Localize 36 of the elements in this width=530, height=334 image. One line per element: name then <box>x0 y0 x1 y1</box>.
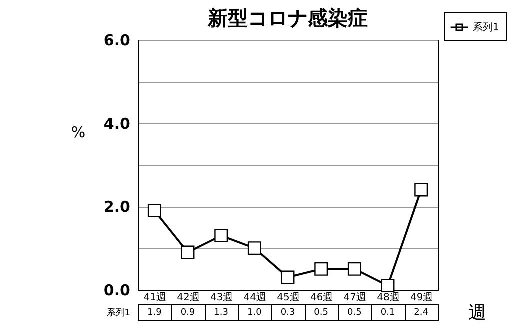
point <box>148 204 162 218</box>
x-tick-label: 43週 <box>210 292 234 304</box>
text: 0.9 <box>180 308 196 318</box>
x-tick-label: 49週 <box>410 292 434 304</box>
text: 0.5 <box>348 308 362 318</box>
x-tick-label: 42週 <box>177 292 200 304</box>
point <box>181 246 195 260</box>
text: 2.4 <box>414 308 428 318</box>
text: 系列1 <box>106 308 130 318</box>
point <box>281 270 295 284</box>
point <box>314 262 328 276</box>
text: 1.9 <box>148 308 162 318</box>
y-tick-label: 4.0 <box>104 114 130 133</box>
x-axis-title: 週 <box>468 302 486 324</box>
text: 1.3 <box>214 308 228 318</box>
x-tick-label: 45週 <box>277 292 300 304</box>
text: 0.5 <box>314 308 328 318</box>
y-tick-label: 0.0 <box>104 282 130 300</box>
x-tick-label: 47週 <box>344 292 367 304</box>
point <box>248 242 262 256</box>
text: 1.0 <box>248 308 262 318</box>
x-tick-label: 48週 <box>377 292 400 304</box>
y-tick-label: 2.0 <box>104 198 130 216</box>
text: 0.3 <box>280 308 296 318</box>
x-tick-label: 46週 <box>310 292 334 304</box>
chart-title: 新型コロナ感染症 <box>207 6 368 30</box>
x-tick-label: 41週 <box>144 292 167 304</box>
x-tick-label: 44週 <box>244 292 267 304</box>
point <box>214 229 228 243</box>
point <box>348 262 362 276</box>
point <box>381 279 395 293</box>
legend-label: 系列1 <box>473 22 500 34</box>
point <box>414 183 428 197</box>
text: 0.1 <box>380 308 396 318</box>
y-axis-title: % <box>71 124 86 142</box>
y-tick-label: 6.0 <box>104 32 130 50</box>
